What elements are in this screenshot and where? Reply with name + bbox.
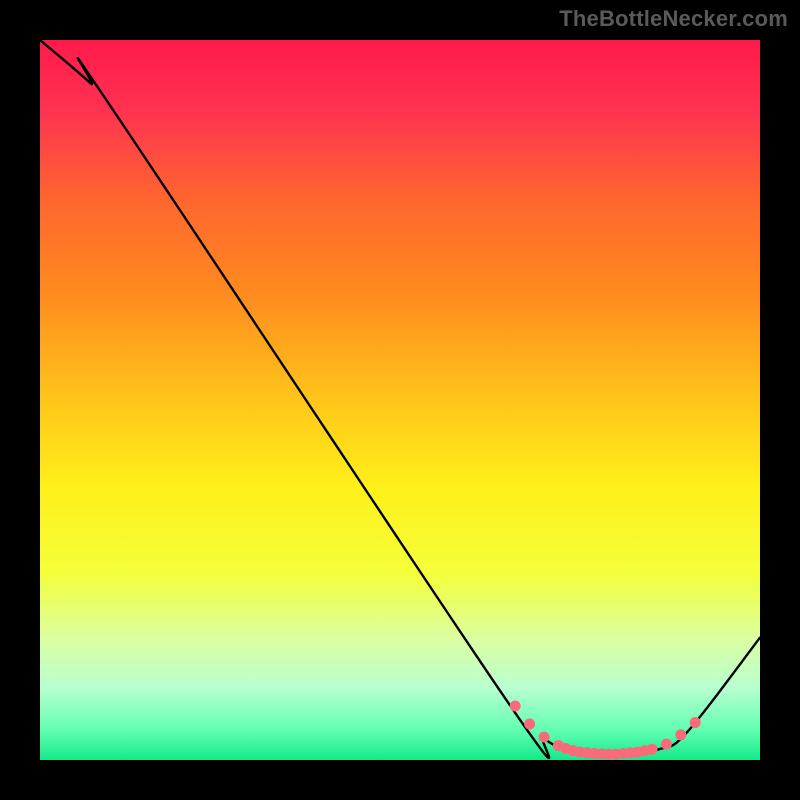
marker-dot	[524, 719, 535, 730]
marker-dot	[647, 744, 658, 755]
plot-area	[40, 40, 760, 760]
chart-container: TheBottleNecker.com	[0, 0, 800, 800]
marker-dot	[661, 739, 672, 750]
gradient-background	[40, 40, 760, 760]
marker-dot	[690, 717, 701, 728]
marker-dot	[510, 701, 521, 712]
marker-dot	[675, 729, 686, 740]
watermark-text: TheBottleNecker.com	[559, 6, 788, 32]
marker-dot	[539, 731, 550, 742]
chart-svg	[40, 40, 760, 760]
